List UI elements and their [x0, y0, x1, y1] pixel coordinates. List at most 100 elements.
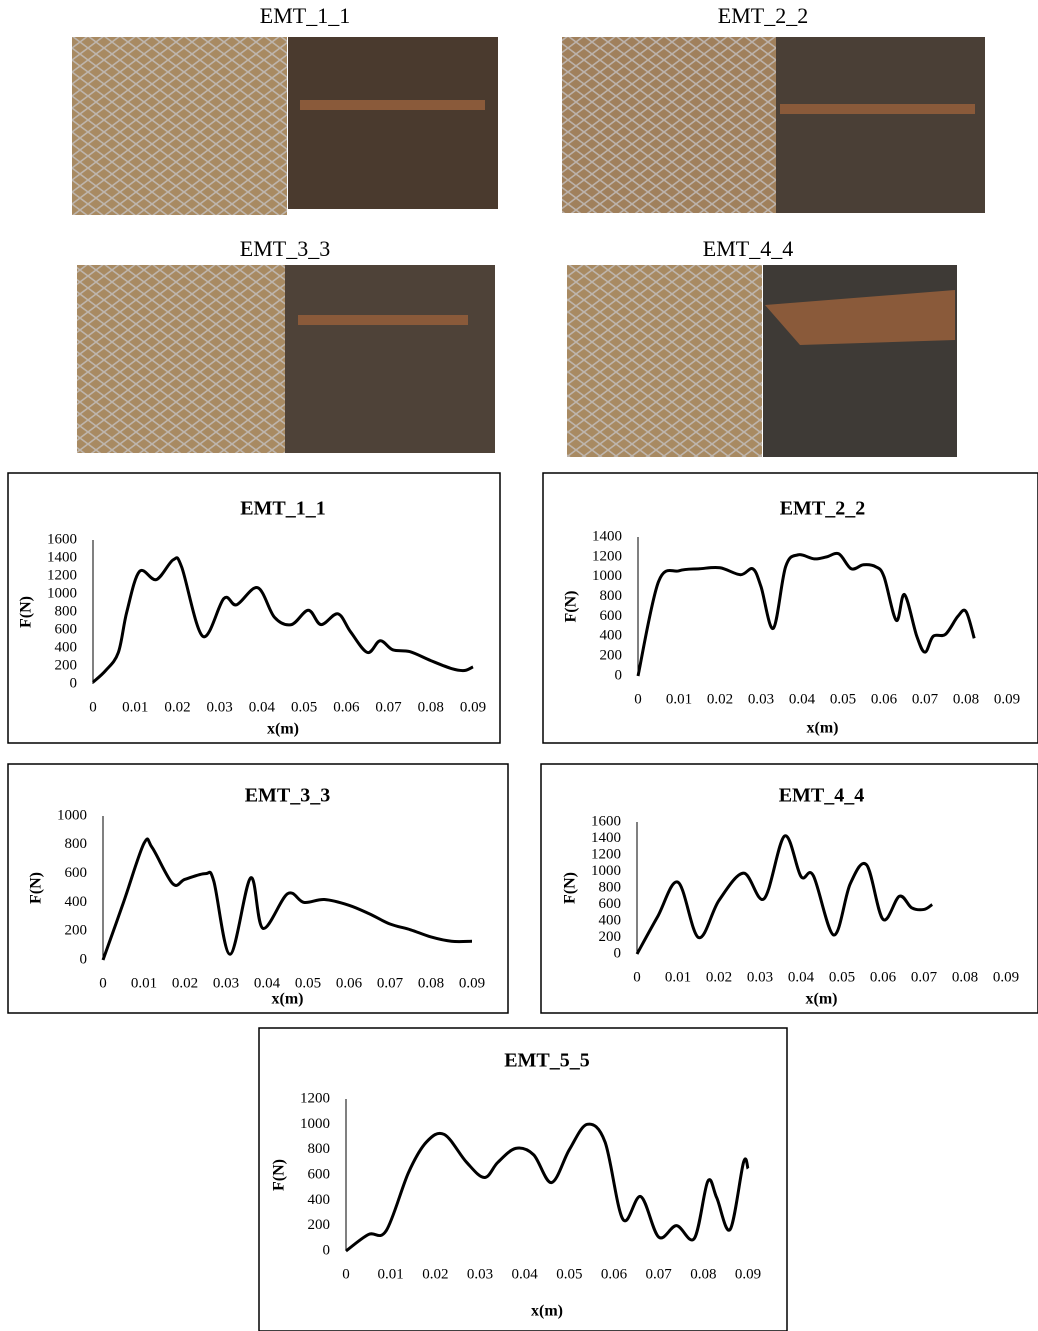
x-tick-label: 0.03	[213, 975, 239, 991]
x-tick-label: 0.04	[254, 975, 281, 991]
y-tick-label: 1200	[591, 846, 621, 862]
x-tick-label: 0.09	[460, 699, 486, 715]
x-tick-label: 0.03	[207, 699, 233, 715]
x-tick-label: 0.08	[953, 691, 979, 707]
chart-panel: EMT_1_1x(m)F(N)0200400600800100012001400…	[8, 473, 500, 743]
data-line	[346, 1124, 748, 1251]
y-tick-label: 600	[55, 621, 78, 637]
y-tick-label: 600	[308, 1166, 331, 1182]
y-tick-label: 400	[599, 912, 622, 928]
y-tick-label: 1000	[300, 1116, 330, 1132]
data-line	[637, 836, 932, 954]
y-tick-label: 200	[65, 923, 88, 939]
photo-set-1	[72, 37, 498, 215]
y-tick-label: 1600	[591, 813, 621, 829]
x-tick-label: 0.04	[788, 969, 815, 985]
x-tick-label: 0.09	[459, 975, 485, 991]
photo-caption: EMT_4_4	[703, 236, 793, 261]
y-tick-label: 400	[65, 894, 88, 910]
x-tick-label: 0.09	[735, 1266, 761, 1282]
x-tick-label: 0.05	[556, 1266, 582, 1282]
photo-set-4	[567, 265, 957, 457]
y-tick-label: 0	[614, 945, 622, 961]
x-tick-label: 0.07	[911, 969, 938, 985]
x-tick-label: 0.05	[830, 691, 856, 707]
y-tick-label: 1000	[47, 585, 77, 601]
x-tick-label: 0.09	[993, 969, 1019, 985]
y-axis-label: F(N)	[562, 872, 579, 904]
photo-mesh	[72, 37, 287, 215]
y-tick-label: 1400	[591, 830, 621, 846]
x-axis-label: x(m)	[267, 721, 299, 738]
x-tick-label: 0.01	[378, 1266, 404, 1282]
y-tick-label: 800	[65, 836, 88, 852]
x-tick-label: 0.07	[646, 1266, 673, 1282]
press-plate	[300, 100, 485, 110]
photo-mesh	[77, 265, 285, 453]
y-tick-label: 1200	[300, 1090, 330, 1106]
data-line	[638, 553, 974, 676]
y-tick-label: 1600	[47, 531, 77, 547]
x-axis-label: x(m)	[531, 1303, 563, 1320]
y-tick-label: 0	[323, 1242, 331, 1258]
y-tick-label: 0	[615, 667, 623, 683]
photo-mesh	[562, 37, 776, 213]
y-tick-label: 200	[308, 1217, 331, 1233]
x-tick-label: 0.01	[666, 691, 692, 707]
y-axis-label: F(N)	[18, 596, 35, 628]
press-plate	[298, 315, 468, 325]
y-tick-label: 400	[55, 639, 78, 655]
data-line	[93, 558, 473, 682]
x-tick-label: 0.06	[871, 691, 898, 707]
x-tick-label: 0.07	[377, 975, 404, 991]
y-tick-label: 600	[600, 608, 623, 624]
y-tick-label: 0	[80, 951, 88, 967]
x-tick-label: 0.03	[747, 969, 773, 985]
x-tick-label: 0	[89, 699, 97, 715]
x-tick-label: 0.04	[512, 1266, 539, 1282]
y-tick-label: 1000	[591, 863, 621, 879]
x-tick-label: 0.06	[333, 699, 360, 715]
y-tick-label: 400	[308, 1192, 331, 1208]
photo-caption: EMT_1_1	[260, 3, 350, 28]
y-tick-label: 400	[600, 628, 623, 644]
chart-panel: EMT_4_4x(m)F(N)0200400600800100012001400…	[541, 764, 1038, 1013]
y-tick-label: 600	[65, 865, 88, 881]
y-axis-label: F(N)	[563, 591, 580, 623]
photo-set-2	[562, 37, 985, 213]
y-tick-label: 200	[599, 929, 622, 945]
x-tick-label: 0.02	[164, 699, 190, 715]
y-axis-label: F(N)	[28, 872, 45, 904]
x-tick-label: 0.01	[131, 975, 157, 991]
x-tick-label: 0.02	[706, 969, 732, 985]
photo-press	[288, 37, 498, 209]
y-tick-label: 0	[70, 675, 78, 691]
x-tick-label: 0	[633, 969, 641, 985]
x-tick-label: 0.02	[422, 1266, 448, 1282]
x-tick-label: 0.05	[291, 699, 317, 715]
chart-title: EMT_3_3	[245, 785, 331, 807]
x-tick-label: 0.02	[172, 975, 198, 991]
chart-title: EMT_4_4	[779, 785, 865, 807]
photo-set-3	[77, 265, 495, 453]
press-plate	[780, 104, 975, 114]
x-tick-label: 0.01	[665, 969, 691, 985]
x-axis-label: x(m)	[806, 991, 838, 1008]
y-tick-label: 600	[599, 896, 622, 912]
photo-caption: EMT_2_2	[718, 3, 808, 28]
x-tick-label: 0.03	[467, 1266, 493, 1282]
x-axis-label: x(m)	[272, 991, 304, 1008]
x-tick-label: 0.08	[952, 969, 978, 985]
x-tick-label: 0.01	[122, 699, 148, 715]
chart-title: EMT_1_1	[240, 498, 326, 520]
data-line	[103, 839, 472, 960]
photo-press	[776, 37, 985, 213]
chart-panel: EMT_5_5x(m)F(N)02004006008001000120000.0…	[259, 1028, 787, 1331]
x-tick-label: 0.06	[601, 1266, 628, 1282]
y-tick-label: 1400	[592, 528, 622, 544]
x-tick-label: 0	[634, 691, 642, 707]
photo-caption: EMT_3_3	[240, 236, 330, 261]
photo-mesh	[567, 265, 762, 457]
y-axis-label: F(N)	[271, 1159, 288, 1191]
